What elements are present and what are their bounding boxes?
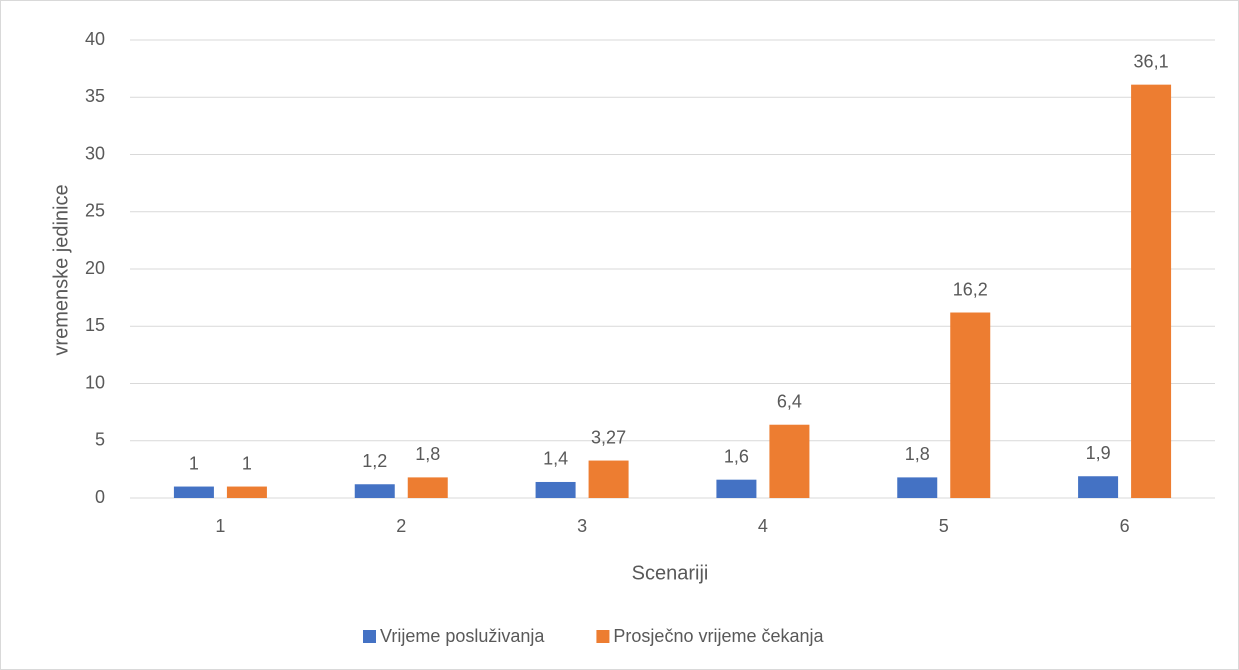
legend-swatch	[363, 630, 376, 643]
bar	[897, 477, 938, 498]
y-tick-label: 35	[85, 86, 105, 106]
x-axis-label: Scenariji	[632, 562, 709, 584]
y-tick-label: 15	[85, 315, 105, 335]
y-axis-label: vremenske jedinice	[50, 184, 72, 355]
bar	[173, 486, 214, 498]
bar	[226, 486, 267, 498]
bar	[769, 424, 810, 498]
bar	[950, 312, 991, 498]
data-label: 1,4	[543, 449, 568, 469]
legend-swatch	[596, 630, 610, 643]
x-tick-label: 4	[758, 516, 768, 536]
data-label: 36,1	[1134, 51, 1169, 71]
bar	[1131, 84, 1172, 498]
y-tick-label: 25	[85, 201, 105, 221]
data-label: 1	[242, 453, 252, 473]
legend-label: Prosječno vrijeme čekanja	[613, 626, 824, 646]
x-tick-label: 2	[396, 516, 406, 536]
data-label: 1,6	[724, 446, 749, 466]
y-tick-label: 40	[85, 29, 105, 49]
data-label: 1	[189, 453, 199, 473]
y-tick-label: 10	[85, 372, 105, 392]
y-tick-label: 30	[85, 143, 105, 163]
bar	[354, 484, 395, 498]
bar	[407, 477, 448, 498]
bar	[535, 481, 576, 498]
x-tick-label: 1	[215, 516, 225, 536]
data-label: 6,4	[777, 391, 802, 411]
data-label: 1,9	[1086, 443, 1111, 463]
y-tick-label: 0	[95, 487, 105, 507]
data-label: 1,8	[415, 444, 440, 464]
x-tick-label: 6	[1120, 516, 1130, 536]
bar	[1078, 476, 1119, 498]
data-label: 16,2	[953, 279, 988, 299]
data-label: 3,27	[591, 427, 626, 447]
x-tick-label: 5	[939, 516, 949, 536]
bar	[716, 479, 757, 498]
legend-label: Vrijeme posluživanja	[380, 626, 545, 646]
data-label: 1,2	[362, 451, 387, 471]
y-tick-label: 20	[85, 258, 105, 278]
bar	[588, 460, 629, 498]
x-tick-label: 3	[577, 516, 587, 536]
data-label: 1,8	[905, 444, 930, 464]
y-tick-label: 5	[95, 430, 105, 450]
